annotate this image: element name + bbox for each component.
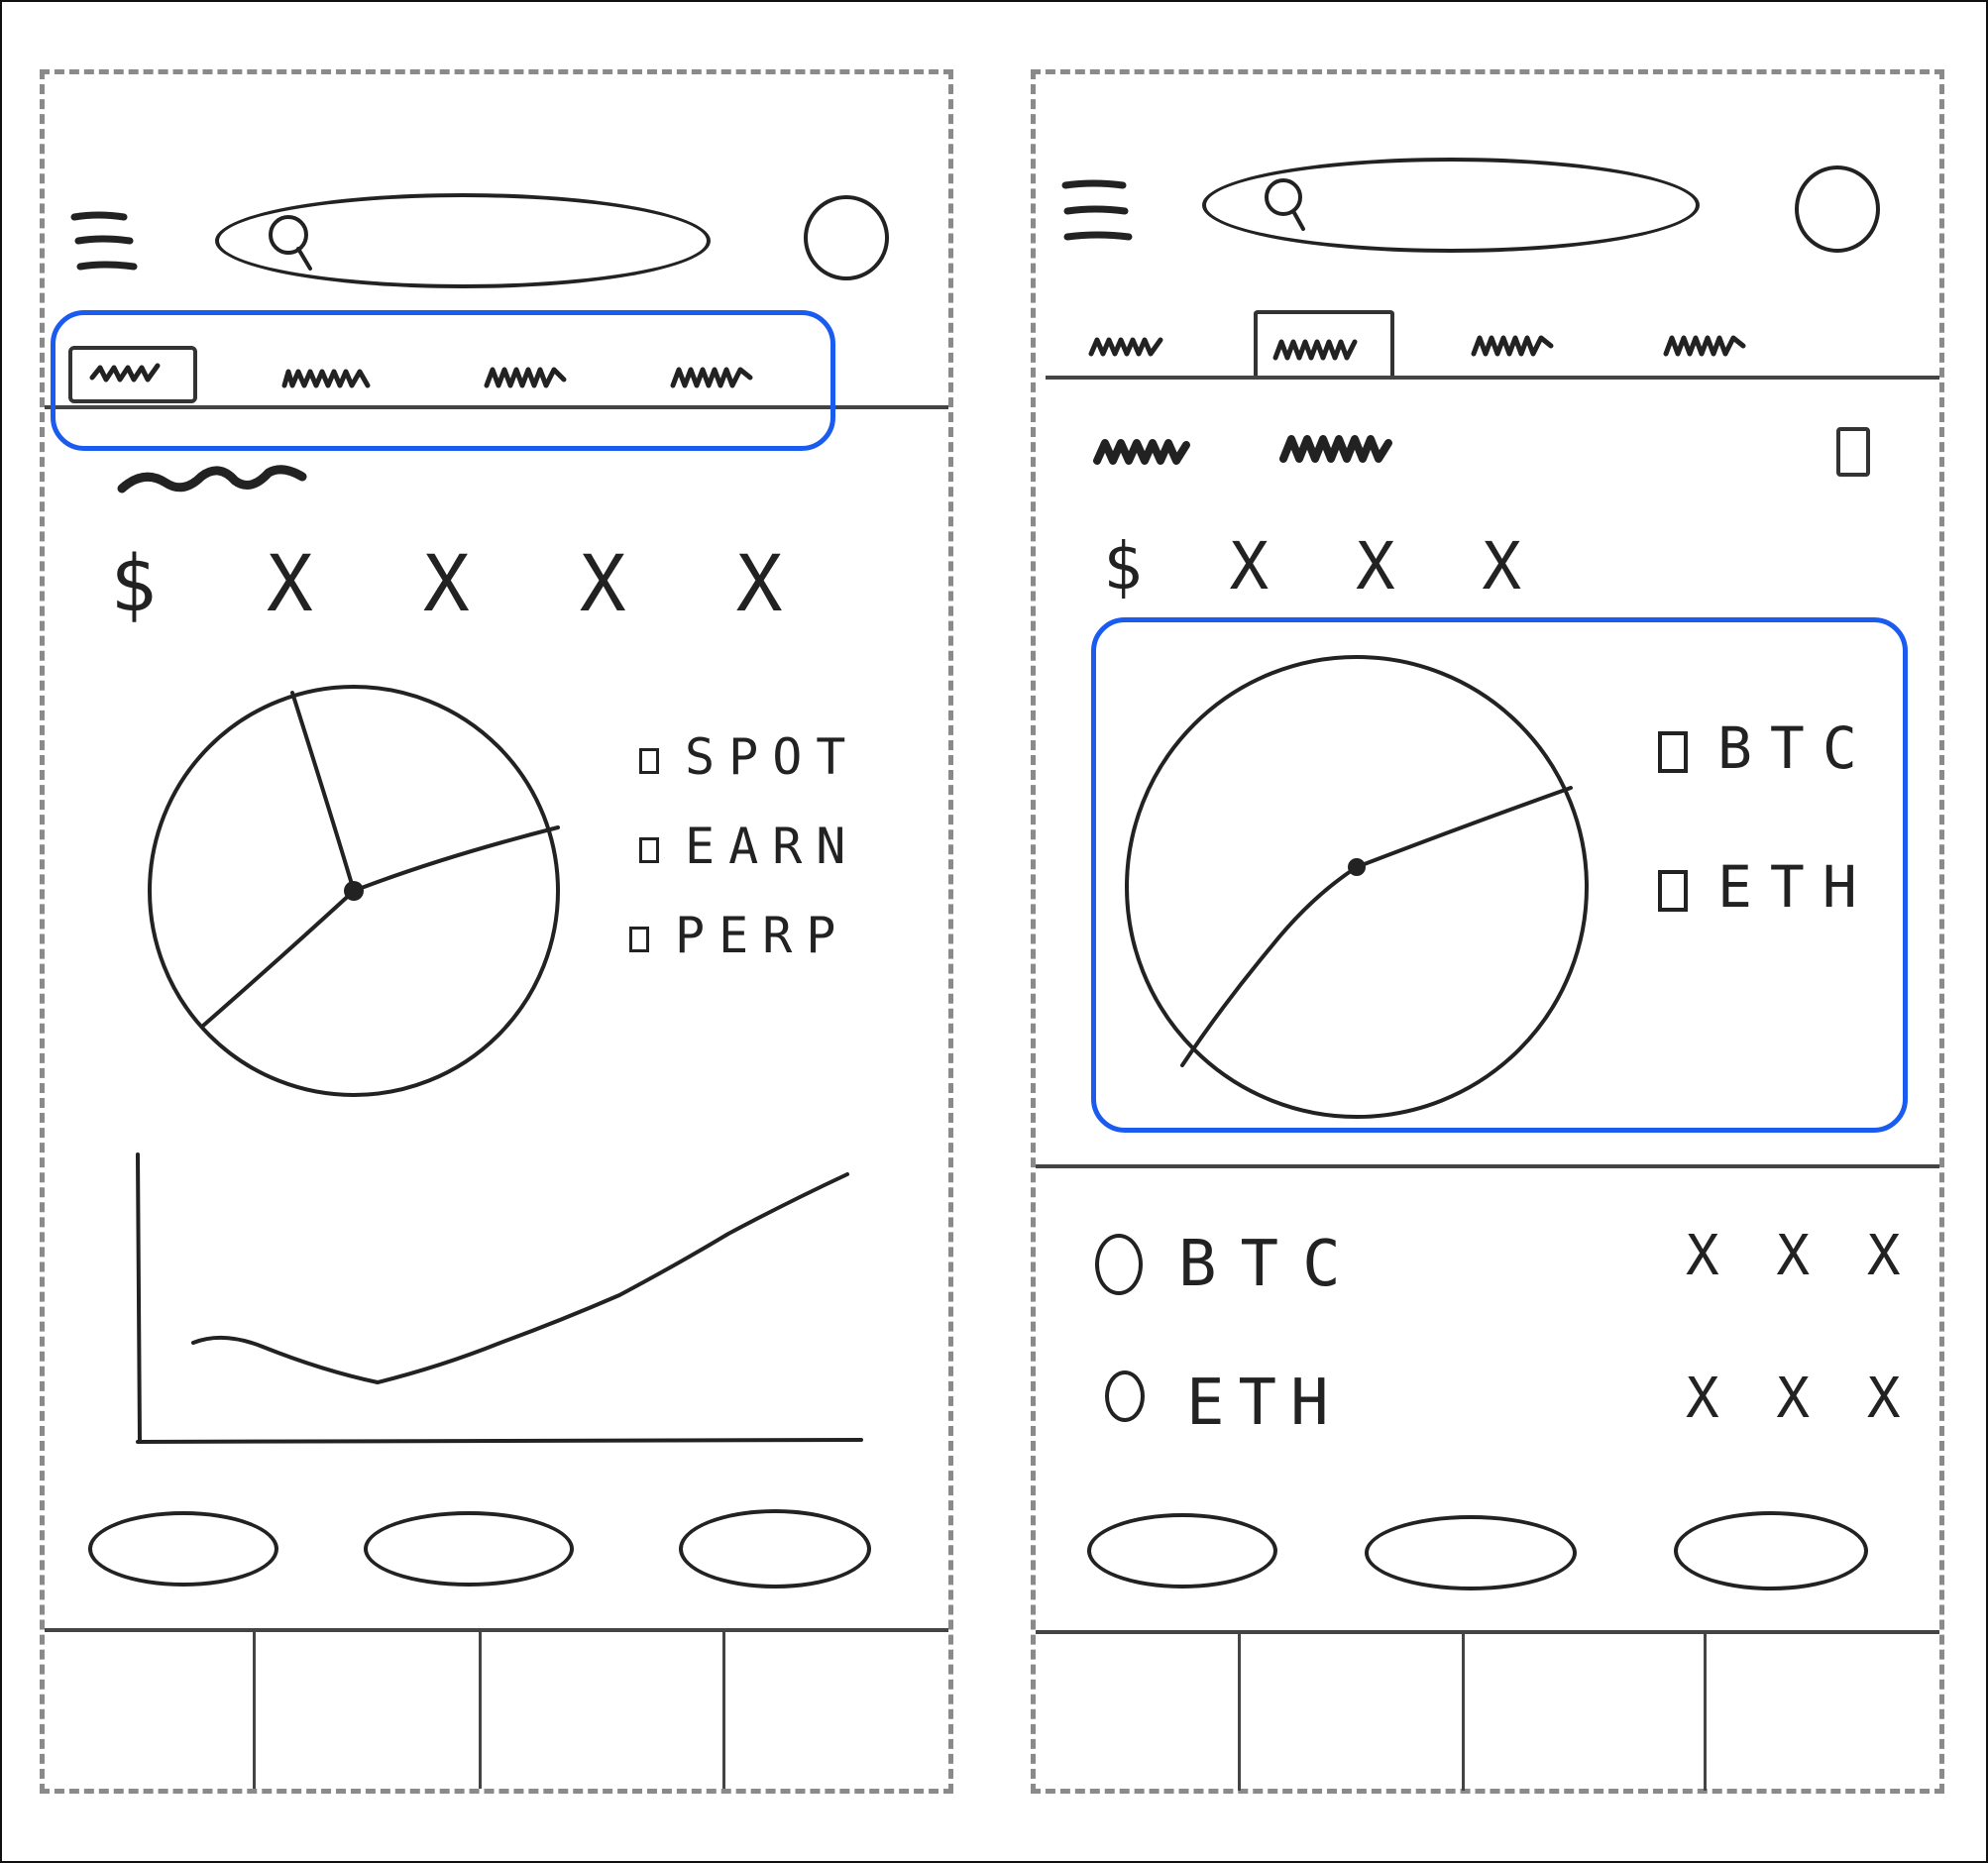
coin-icon [1105, 1370, 1145, 1422]
bottom-nav-separator [479, 1630, 482, 1789]
action-button-1[interactable] [1087, 1513, 1277, 1589]
pie-card-highlight [1091, 617, 1908, 1133]
legend-swatch [629, 926, 649, 952]
legend-label: SPOT [685, 728, 860, 786]
action-button-2[interactable] [364, 1511, 574, 1587]
legend-label: BTC [1717, 714, 1875, 782]
legend-item-eth: ETH [1658, 853, 1875, 921]
asset-pie-chart [1125, 655, 1589, 1119]
legend-swatch [1658, 869, 1688, 912]
tab-1[interactable] [1085, 320, 1194, 370]
action-button-3[interactable] [1674, 1511, 1868, 1590]
tab-2[interactable] [278, 352, 387, 401]
allocation-pie-chart [148, 685, 560, 1097]
legend-label: PERP [675, 907, 850, 964]
performance-line-chart [136, 1152, 863, 1444]
tabs-divider [45, 405, 948, 409]
tabs-divider [1046, 376, 1939, 380]
section-heading-scribble [117, 465, 307, 493]
search-icon [1265, 178, 1305, 231]
legend-item-spot: SPOT [639, 728, 859, 786]
asset-value: X X X [1686, 1367, 1913, 1431]
legend-label: EARN [685, 818, 860, 875]
tab-1-active[interactable] [68, 346, 197, 403]
bottom-nav-separator [722, 1630, 725, 1789]
bottom-nav-separator [1462, 1632, 1465, 1791]
section-divider [1036, 1164, 1939, 1168]
tab-3[interactable] [481, 352, 590, 401]
tab-2-active[interactable] [1254, 310, 1394, 380]
legend-swatch [1658, 730, 1688, 773]
bottom-nav-tab-4[interactable] [1707, 1634, 1939, 1789]
bottom-nav-separator [253, 1630, 256, 1789]
legend-item-btc: BTC [1658, 714, 1875, 782]
bottom-nav-tab-2[interactable] [256, 1632, 479, 1789]
asset-row-eth[interactable]: ETH X X X [1095, 1363, 1901, 1452]
bottom-nav-tab-3[interactable] [1465, 1634, 1704, 1789]
phone-screen-right: $ X X X BTC ETH BTC X X X ETH X X X [1031, 69, 1944, 1794]
bottom-nav-tab-4[interactable] [725, 1632, 948, 1789]
phone-screen-left: $ X X X X SPOT EARN PERP [40, 69, 953, 1794]
legend-item-earn: EARN [639, 818, 859, 875]
asset-row-btc[interactable]: BTC X X X [1095, 1224, 1901, 1313]
legend-swatch [639, 836, 659, 863]
tabs-highlight [51, 310, 835, 451]
bottom-nav-separator [1704, 1632, 1707, 1791]
bottom-nav-separator [1238, 1632, 1241, 1791]
bottom-nav-divider [1036, 1630, 1939, 1634]
action-button-3[interactable] [679, 1509, 871, 1589]
subtab-1[interactable] [1091, 421, 1200, 481]
coin-icon [1095, 1234, 1143, 1295]
legend-label: ETH [1717, 853, 1875, 921]
subtab-2[interactable] [1277, 417, 1406, 477]
bookmark-icon[interactable] [1836, 427, 1870, 477]
search-input[interactable] [215, 193, 711, 288]
action-button-2[interactable] [1365, 1515, 1577, 1590]
bottom-nav-tab-3[interactable] [482, 1632, 722, 1789]
total-balance: $ X X X X [110, 540, 815, 629]
tab-4[interactable] [667, 352, 776, 401]
action-button-1[interactable] [88, 1511, 278, 1587]
bottom-nav-tab-1[interactable] [45, 1632, 253, 1789]
search-icon [269, 215, 312, 271]
bottom-nav-tab-2[interactable] [1241, 1634, 1462, 1789]
avatar-icon[interactable] [1795, 165, 1880, 253]
total-balance: $ X X X [1103, 528, 1546, 604]
legend-item-perp: PERP [629, 907, 849, 964]
avatar-icon[interactable] [804, 195, 889, 280]
asset-value: X X X [1686, 1224, 1913, 1288]
bottom-nav-tab-1[interactable] [1036, 1634, 1238, 1789]
menu-icon[interactable] [1059, 173, 1139, 253]
legend-swatch [639, 747, 659, 774]
tab-3[interactable] [1468, 320, 1577, 370]
search-input[interactable] [1202, 158, 1700, 253]
asset-name: BTC [1178, 1228, 1365, 1301]
menu-icon[interactable] [68, 205, 138, 284]
asset-name: ETH [1186, 1367, 1343, 1440]
tab-4[interactable] [1660, 320, 1769, 370]
bottom-nav-divider [45, 1628, 948, 1632]
